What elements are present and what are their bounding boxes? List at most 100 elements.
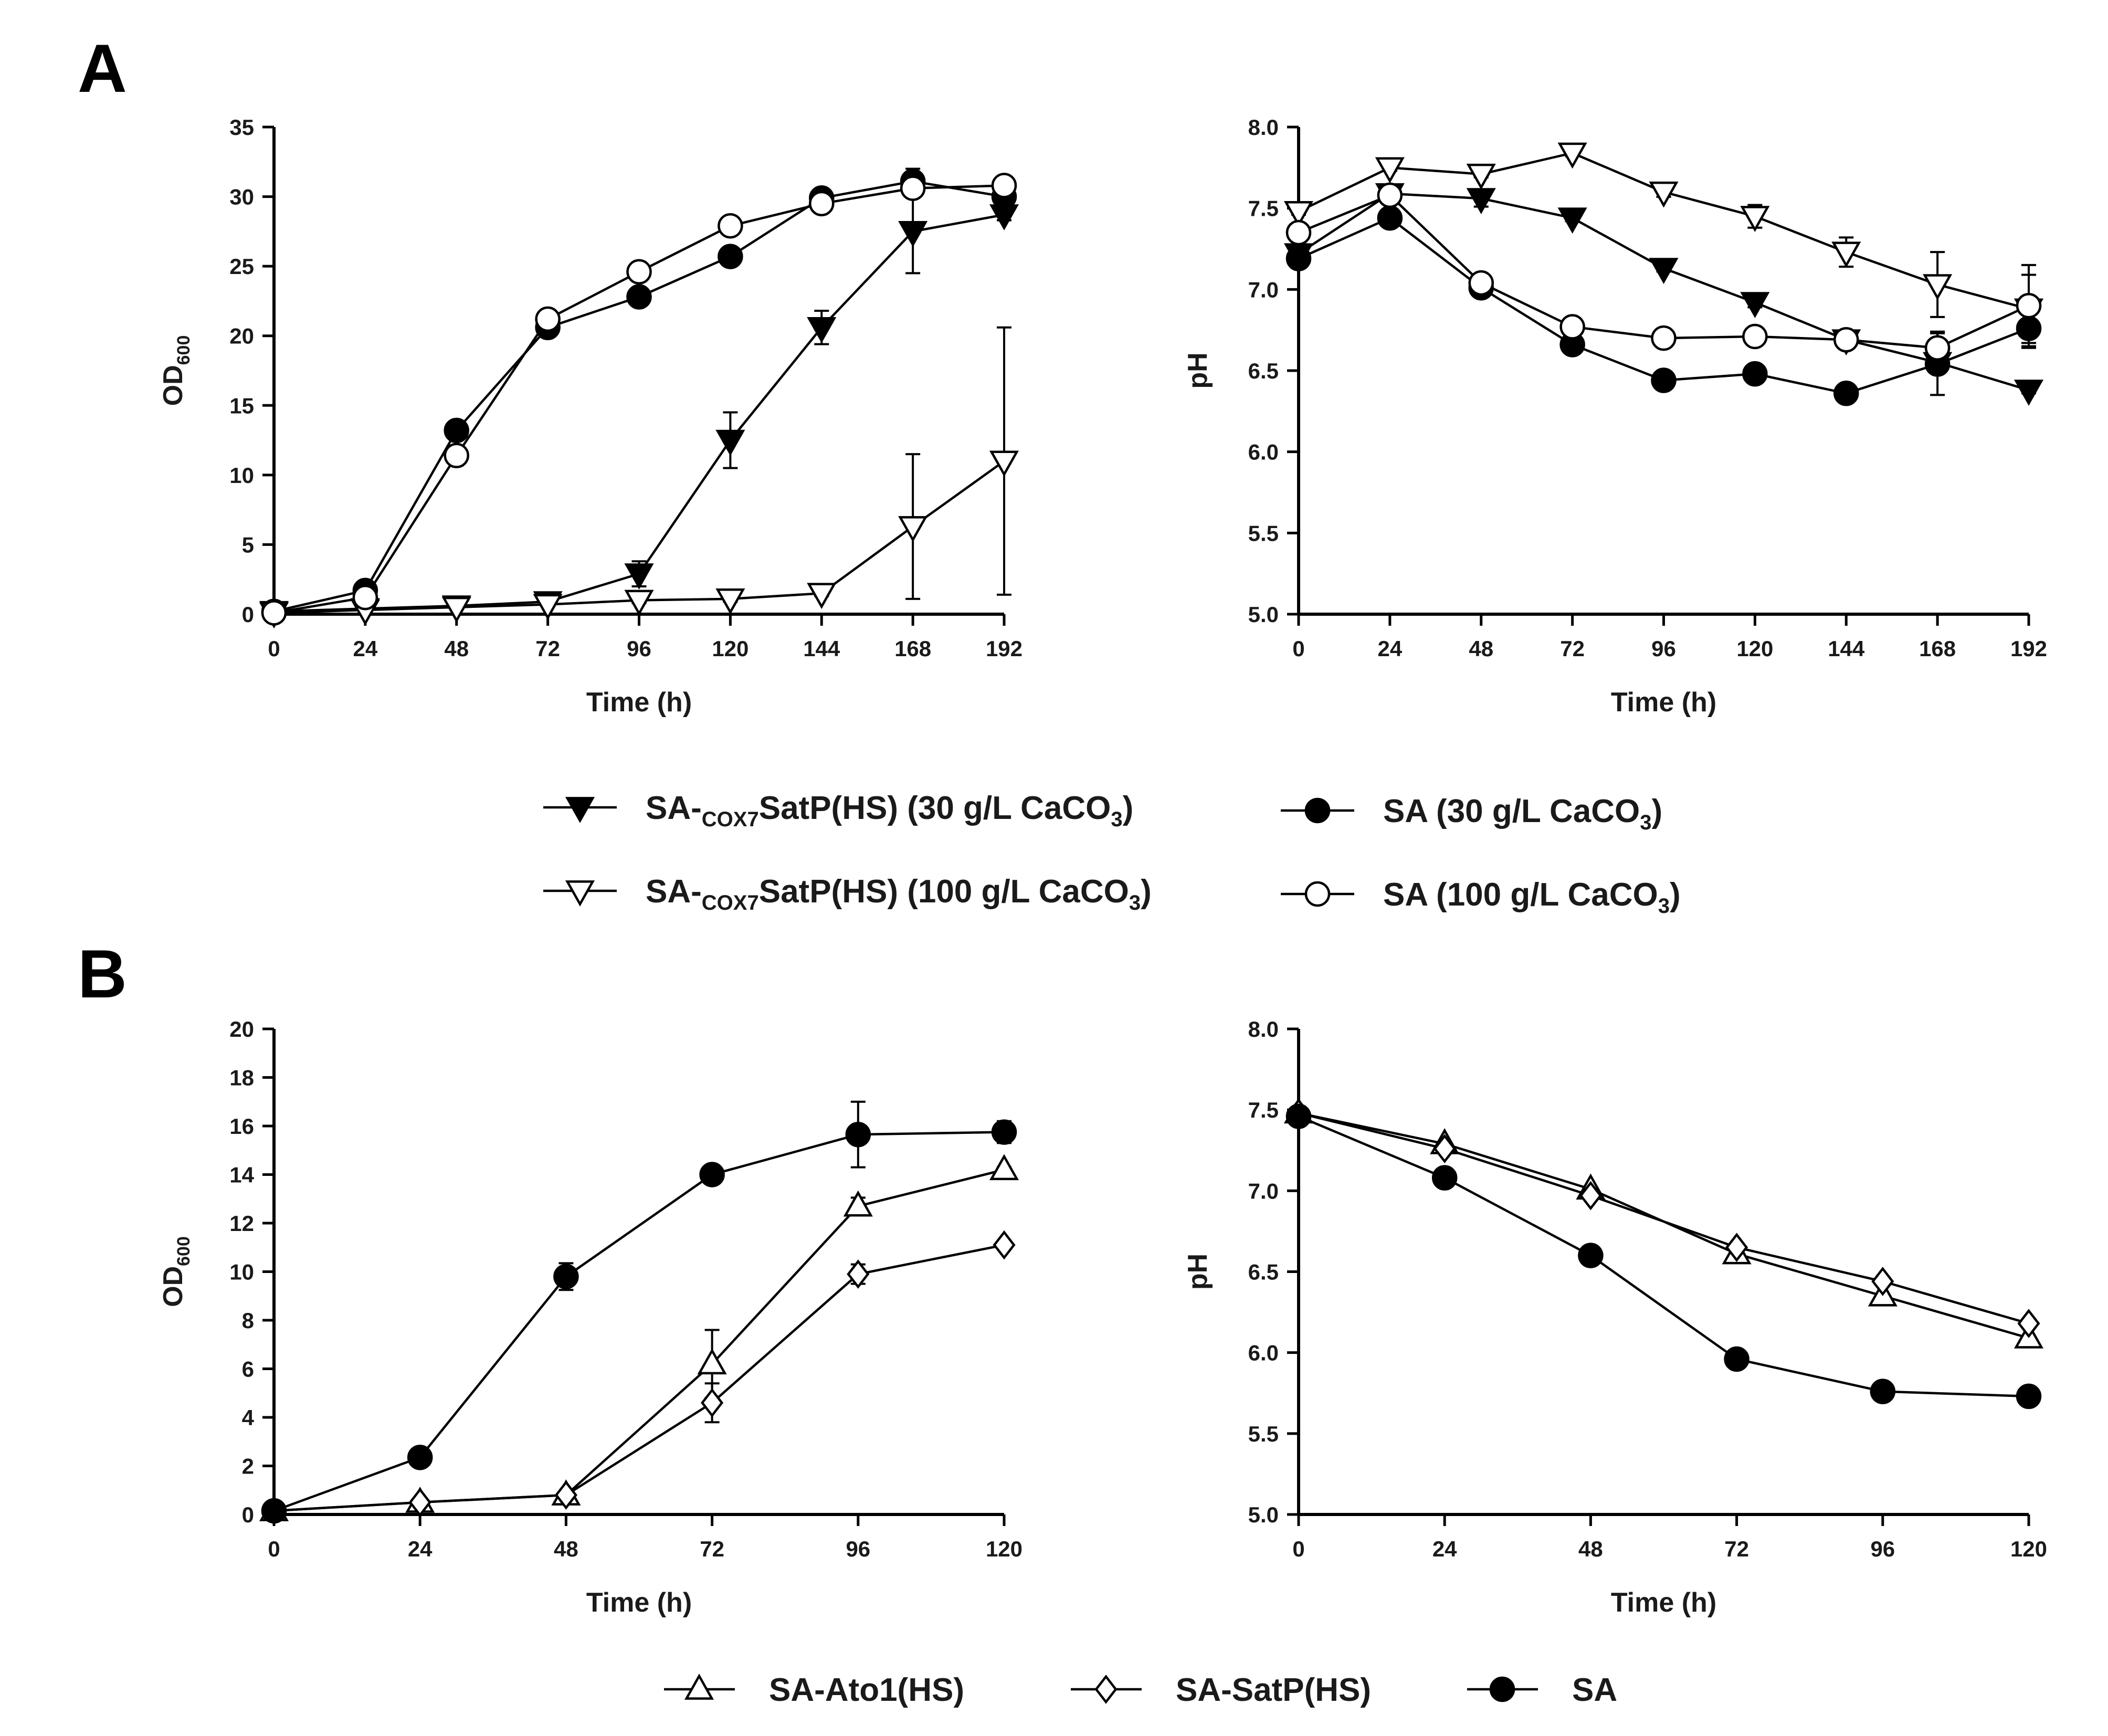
chart-a-od: 0 24 48 72 96 120 144 168 192 0 5 10 15 20 25 30 35 Time … xyxy=(158,115,1023,718)
legend-b-item: SA-SatP(HS) xyxy=(1071,1672,1371,1708)
data-point xyxy=(1870,1379,1896,1404)
y-tick-label: 8 xyxy=(242,1308,254,1333)
y-tick-label: 5.5 xyxy=(1248,1422,1279,1446)
x-tick-label: 96 xyxy=(1870,1537,1895,1561)
x-axis-title: Time (h) xyxy=(586,1587,692,1618)
legend-a-item: SA-COX7SatP(HS) (30 g/L CaCO3) xyxy=(543,790,1133,831)
y-axis-title: OD600 xyxy=(158,1236,194,1307)
x-tick-label: 192 xyxy=(986,636,1023,661)
data-point xyxy=(847,1259,870,1289)
data-point xyxy=(807,317,837,343)
series-line xyxy=(273,1131,1005,1512)
data-point xyxy=(444,443,469,468)
x-tick-label: 24 xyxy=(408,1537,433,1561)
legend-a-item: SA-COX7SatP(HS) (100 g/L CaCO3) xyxy=(543,874,1152,914)
data-point xyxy=(1923,274,1953,300)
data-point xyxy=(1742,323,1768,350)
y-tick-label: 7.0 xyxy=(1248,1179,1279,1203)
series-2 xyxy=(261,1100,1017,1524)
y-tick-label: 30 xyxy=(229,185,254,209)
legend-label: SA-SatP(HS) xyxy=(1176,1672,1371,1708)
data-point xyxy=(898,221,928,247)
y-tick-label: 5.5 xyxy=(1248,521,1279,545)
legend-label: SA (30 g/L CaCO3) xyxy=(1383,793,1662,834)
data-point xyxy=(261,600,287,626)
data-point xyxy=(701,1388,724,1418)
series-3 xyxy=(1285,182,2042,365)
series-2 xyxy=(1285,1103,2042,1409)
x-tick-label: 0 xyxy=(1292,636,1304,661)
data-point xyxy=(626,259,652,285)
data-point xyxy=(1649,258,1679,284)
data-point xyxy=(991,173,1017,198)
y-tick-label: 16 xyxy=(229,1114,254,1139)
x-tick-label: 192 xyxy=(2010,636,2047,661)
series-1 xyxy=(262,1230,1016,1525)
data-point xyxy=(718,213,743,239)
data-point xyxy=(699,1162,725,1187)
data-point xyxy=(900,175,926,201)
y-tick-label: 20 xyxy=(229,1017,254,1041)
y-tick-label: 10 xyxy=(229,463,254,488)
data-point xyxy=(697,1348,727,1375)
legend-marker xyxy=(565,880,595,907)
data-point xyxy=(1285,219,1312,246)
legend-marker xyxy=(684,1674,714,1700)
y-tick-label: 6.5 xyxy=(1248,359,1279,383)
data-point xyxy=(2016,293,2042,319)
x-tick-label: 120 xyxy=(986,1537,1023,1561)
x-tick-label: 144 xyxy=(1828,636,1865,661)
x-tick-label: 72 xyxy=(1724,1537,1749,1561)
series-0 xyxy=(259,188,1019,627)
x-tick-label: 72 xyxy=(700,1537,724,1561)
y-tick-label: 2 xyxy=(242,1454,254,1479)
data-point xyxy=(624,590,654,616)
data-point xyxy=(1740,292,1770,318)
data-point xyxy=(1651,325,1677,351)
y-tick-label: 20 xyxy=(229,324,254,349)
y-tick-label: 0 xyxy=(242,602,254,627)
x-tick-label: 24 xyxy=(353,636,378,661)
data-point xyxy=(1724,1346,1749,1372)
data-point xyxy=(1559,314,1585,340)
x-tick-label: 0 xyxy=(1292,1537,1304,1561)
x-tick-label: 96 xyxy=(627,636,651,661)
data-point xyxy=(1468,270,1494,296)
x-tick-label: 0 xyxy=(268,1537,280,1561)
x-tick-label: 48 xyxy=(444,636,469,661)
data-point xyxy=(809,191,835,217)
series-3 xyxy=(261,173,1017,626)
data-point xyxy=(1833,327,1859,353)
data-point xyxy=(261,1498,287,1524)
data-point xyxy=(989,450,1019,477)
data-point xyxy=(989,1154,1019,1181)
chart-a-ph: 0 24 48 72 96 120 144 168 192 5.0 5.5 6.0 6.5 7.0 7.5 8… xyxy=(1183,115,2047,718)
series-2 xyxy=(261,167,1017,624)
data-point xyxy=(845,1121,871,1148)
y-tick-label: 14 xyxy=(229,1163,254,1187)
x-tick-label: 96 xyxy=(1651,636,1676,661)
series-0 xyxy=(259,1154,1019,1521)
data-point xyxy=(2017,1309,2040,1339)
x-tick-label: 120 xyxy=(2010,1537,2047,1561)
data-point xyxy=(444,417,469,444)
x-tick-label: 168 xyxy=(894,636,931,661)
y-tick-label: 15 xyxy=(229,393,254,418)
legend-b-item: SA-Ato1(HS) xyxy=(664,1672,964,1708)
data-point xyxy=(807,583,837,609)
x-tick-label: 120 xyxy=(712,636,749,661)
data-point xyxy=(1283,201,1314,227)
data-point xyxy=(1557,142,1587,169)
legend-a-item: SA (100 g/L CaCO3) xyxy=(1281,877,1681,918)
y-tick-label: 6.0 xyxy=(1248,440,1279,465)
data-point xyxy=(352,584,378,611)
legend-a-item: SA (30 g/L CaCO3) xyxy=(1281,793,1662,834)
data-point xyxy=(1725,1233,1748,1262)
data-point xyxy=(715,429,745,456)
series-line xyxy=(1298,192,2029,392)
x-tick-label: 72 xyxy=(1560,636,1585,661)
y-axis-title: pH xyxy=(1183,1254,1213,1290)
x-tick-label: 48 xyxy=(1469,636,1493,661)
data-point xyxy=(553,1264,579,1289)
data-point xyxy=(1871,1267,1894,1296)
